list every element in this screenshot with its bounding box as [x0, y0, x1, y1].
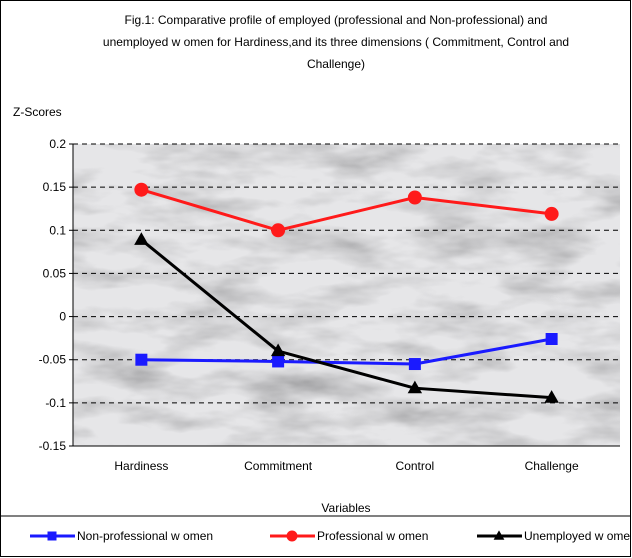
legend-label: Professional w omen	[317, 529, 428, 543]
data-point-triangle	[134, 232, 149, 245]
data-point-square	[545, 333, 558, 346]
data-point-circle	[286, 530, 298, 542]
data-point-circle	[271, 223, 286, 238]
y-tick-label: -0.05	[39, 353, 67, 367]
data-point-triangle	[493, 530, 505, 540]
y-tick-label: -0.15	[39, 439, 67, 453]
data-point-circle	[134, 182, 149, 197]
x-tick-label: Control	[396, 459, 435, 473]
data-point-circle	[544, 206, 559, 221]
series-group	[134, 232, 559, 403]
series-lines	[134, 182, 559, 403]
data-point-triangle	[544, 390, 559, 403]
x-tick-label: Commitment	[244, 459, 313, 473]
y-tick-label: 0.2	[49, 137, 66, 151]
data-point-circle	[407, 190, 422, 205]
y-tick-label: 0.05	[43, 266, 67, 280]
series-group	[134, 182, 559, 238]
x-tick-label: Challenge	[525, 459, 579, 473]
y-tick-label: 0	[59, 310, 66, 324]
data-point-square	[135, 353, 148, 366]
chart-title: Fig.1: Comparative profile of employed (…	[103, 13, 569, 71]
title-line-3: Challenge)	[307, 57, 365, 71]
legend-label: Non-professional w omen	[77, 529, 213, 543]
y-tick-label: 0.1	[49, 223, 66, 237]
plot-area	[73, 144, 620, 446]
data-point-square	[272, 355, 285, 368]
data-point-square	[408, 358, 421, 371]
x-tick-label: Hardiness	[114, 459, 168, 473]
legend-label: Unemployed w omen	[524, 529, 631, 543]
x-axis-label: Variables	[321, 501, 370, 515]
title-line-2: unemployed w omen for Hardiness,and its …	[103, 35, 569, 49]
y-tick-label: -0.1	[45, 396, 66, 410]
data-point-triangle	[270, 343, 286, 357]
series-line	[140, 238, 552, 400]
series-line	[141, 337, 552, 366]
series-line	[140, 188, 552, 232]
data-point-square	[47, 531, 57, 541]
x-tick-labels: Hardiness Commitment Control Challenge	[114, 459, 579, 473]
data-point-triangle	[407, 380, 423, 394]
series-group	[135, 333, 558, 371]
title-line-1: Fig.1: Comparative profile of employed (…	[125, 13, 548, 27]
y-tick-label: 0.15	[43, 180, 67, 194]
y-tick-labels: 0.2 0.15 0.1 0.05 0 -0.05 -0.1 -0.15	[39, 137, 67, 453]
y-axis-label: Z-Scores	[13, 105, 62, 119]
legend: Non-professional w omen Professional w om…	[30, 529, 631, 543]
gridlines	[69, 143, 620, 447]
